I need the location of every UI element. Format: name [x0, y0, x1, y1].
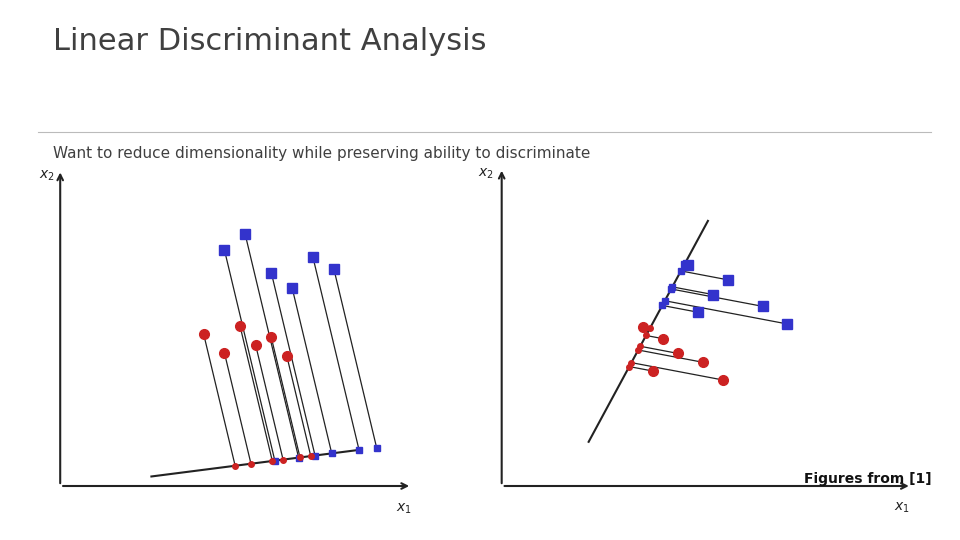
- Text: Want to reduce dimensionality while preserving ability to discriminate: Want to reduce dimensionality while pres…: [53, 146, 590, 161]
- Text: $x_1$: $x_1$: [894, 501, 910, 515]
- Text: Figures from [1]: Figures from [1]: [804, 472, 931, 486]
- Text: $x_2$: $x_2$: [39, 168, 55, 183]
- Text: $x_1$: $x_1$: [396, 502, 412, 516]
- Text: $x_2$: $x_2$: [478, 166, 494, 181]
- Text: Linear Discriminant Analysis: Linear Discriminant Analysis: [53, 27, 487, 56]
